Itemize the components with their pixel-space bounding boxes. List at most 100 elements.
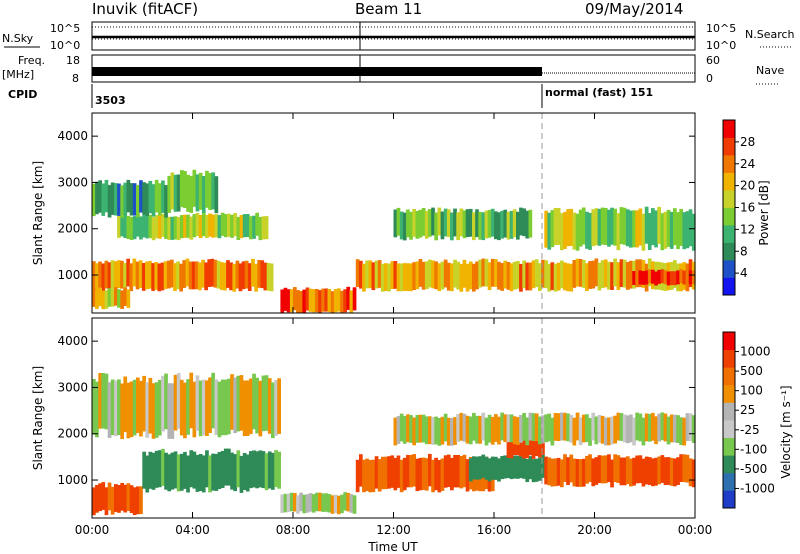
data-cell-5-46: [500, 263, 504, 291]
data-cell-8-47: [541, 415, 545, 444]
data-cell-1-9: [145, 215, 150, 239]
data-cell-7-24: [619, 207, 624, 245]
data-cell-2-49: [245, 380, 250, 436]
data-cell-6-10: [424, 210, 429, 239]
data-cell-5-6: [487, 458, 492, 482]
data-cell-6-24: [468, 208, 473, 237]
data-cell-1-13: [158, 215, 162, 239]
data-cell-5-12: [506, 455, 511, 479]
nsearch-tick-bottom: 10^0: [706, 39, 736, 52]
data-cell-2-1: [95, 381, 99, 438]
data-cell-8-15: [440, 416, 445, 445]
data-cell-5-20: [531, 459, 536, 483]
data-cell-8-7: [654, 271, 658, 286]
data-cell-9-7: [114, 287, 118, 306]
power-colorbar-label-5: 8: [740, 244, 748, 258]
data-cell-1-25: [195, 213, 200, 237]
data-cell-2-21: [158, 379, 162, 436]
data-cell-3-9: [308, 493, 313, 512]
data-cell-5-59: [541, 259, 545, 288]
data-cell-1-23: [214, 453, 219, 491]
data-cell-5-74: [588, 261, 592, 289]
data-cell-8-75: [629, 414, 633, 443]
data-cell-5-21: [534, 458, 539, 482]
data-cell-5-20: [418, 259, 423, 287]
data-cell-5-14: [399, 263, 404, 292]
data-cell-2-50: [249, 378, 253, 435]
data-cell-3-19: [340, 494, 344, 514]
data-cell-2-3: [101, 373, 106, 429]
data-cell-3-11: [201, 176, 206, 213]
data-cell-1-44: [255, 212, 259, 236]
data-cell-7-10: [575, 213, 580, 251]
data-cell-1-8: [167, 454, 172, 492]
data-cell-2-31: [189, 372, 194, 429]
data-cell-3-10: [311, 494, 316, 513]
data-cell-7-35: [654, 210, 658, 248]
data-cell-7-16: [594, 208, 599, 246]
data-cell-0-25: [170, 259, 174, 288]
data-cell-0-42: [223, 262, 227, 291]
power-bands: [92, 169, 696, 313]
data-cell-2-16: [142, 182, 146, 215]
data-cell-7-2: [550, 458, 555, 487]
data-cell-1-30: [236, 450, 241, 488]
data-cell-7-25: [622, 457, 627, 486]
data-cell-8-58: [575, 412, 580, 441]
freq-unit: [MHz]: [2, 68, 34, 81]
data-cell-6-16: [443, 208, 448, 237]
xtick-label-4: 16:00: [477, 523, 512, 537]
data-cell-1-13: [183, 451, 187, 489]
data-cell-7-40: [669, 458, 674, 486]
data-cell-1-16: [192, 451, 197, 489]
data-cell-6-42: [525, 210, 530, 239]
data-cell-0-7: [113, 261, 118, 289]
nave-tick-top: 60: [706, 54, 720, 67]
data-cell-8-6: [651, 269, 655, 284]
data-cell-6-8: [531, 435, 536, 459]
data-cell-2-58: [274, 380, 278, 436]
data-cell-5-2: [475, 456, 479, 480]
freq-tick-top: 18: [66, 54, 80, 67]
data-cell-0-28: [179, 263, 183, 292]
data-cell-8-14: [676, 270, 680, 285]
data-cell-4-5: [296, 290, 300, 313]
data-cell-8-46: [538, 416, 542, 445]
data-cell-5-57: [534, 259, 539, 288]
data-cell-1-6: [136, 213, 140, 237]
data-cell-7-26: [625, 456, 630, 485]
data-cell-1-24: [217, 452, 222, 489]
data-cell-3-20: [343, 492, 347, 511]
data-cell-2-17: [145, 183, 150, 216]
data-cell-0-30: [185, 258, 190, 287]
data-cell-1-0: [117, 214, 121, 238]
data-cell-2-52: [255, 377, 259, 434]
data-cell-3-3: [176, 174, 181, 212]
data-cell-2-20: [154, 179, 159, 213]
data-cell-8-19: [453, 417, 457, 445]
data-cell-5-19: [528, 456, 533, 480]
data-cell-8-36: [506, 414, 511, 443]
data-cell-7-37: [660, 213, 665, 251]
data-cell-5-1: [472, 456, 476, 480]
data-cell-1-3: [126, 215, 131, 239]
power-colorbar: 28 24 20 16 12 8 4: [722, 119, 755, 296]
data-cell-6-11: [428, 209, 432, 237]
data-cell-6-5: [409, 211, 413, 240]
data-cell-8-15: [679, 269, 683, 283]
data-cell-9-8: [117, 289, 121, 308]
data-cell-5-27: [440, 261, 445, 290]
data-cell-7-47: [691, 459, 696, 488]
data-cell-6-14: [437, 207, 442, 236]
data-cell-7-34: [651, 458, 655, 487]
power-colorbar-swatch-6: [723, 172, 735, 191]
data-cell-8-87: [666, 416, 671, 445]
data-cell-2-56: [267, 378, 272, 434]
velocity-colorbar-swatch-3: [723, 437, 735, 456]
data-cell-5-16: [406, 263, 410, 292]
data-cell-5-54: [525, 262, 530, 291]
data-cell-5-87: [629, 260, 633, 289]
data-cell-4-19: [340, 290, 344, 313]
data-cell-8-12: [669, 271, 674, 286]
velocity-colorbar-label-3: 25: [740, 403, 755, 417]
